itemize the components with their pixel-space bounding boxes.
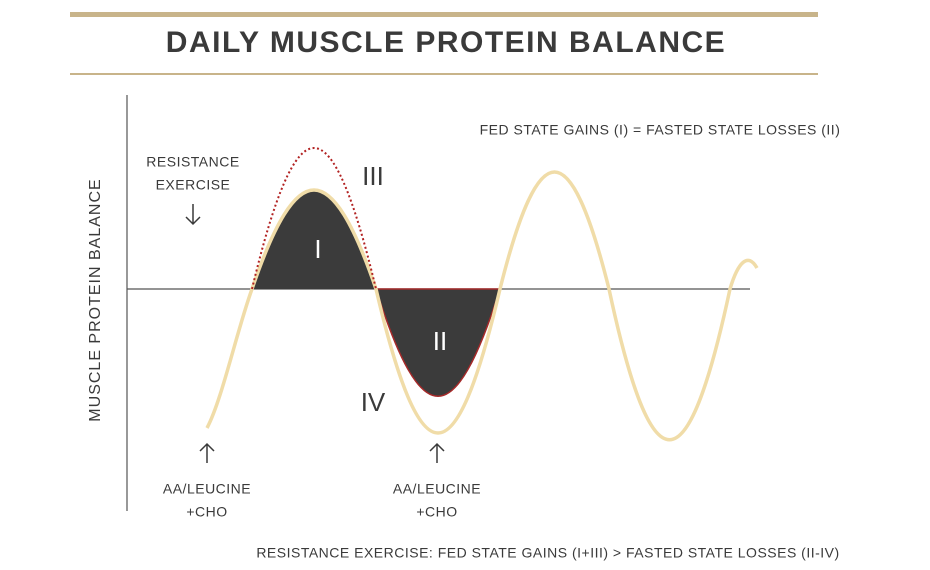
region-i bbox=[252, 190, 376, 289]
region-label: I bbox=[314, 234, 321, 264]
up-arrow bbox=[429, 442, 445, 463]
region-label: IV bbox=[361, 387, 386, 417]
arrows bbox=[185, 204, 445, 463]
exercise-label: RESISTANCE bbox=[146, 154, 239, 170]
region-ii bbox=[374, 288, 502, 397]
down-arrow bbox=[185, 204, 201, 226]
exercise-label: EXERCISE bbox=[156, 177, 231, 193]
top-rule bbox=[70, 12, 818, 17]
title: DAILY MUSCLE PROTEIN BALANCE bbox=[166, 26, 726, 59]
feeding-label: AA/LEUCINE bbox=[393, 481, 481, 497]
region-label: II bbox=[433, 326, 447, 356]
bottom-rule bbox=[70, 73, 818, 75]
feeding-label: +CHO bbox=[186, 504, 227, 520]
equality-note: FED STATE GAINS (I) = FASTED STATE LOSSE… bbox=[480, 122, 841, 138]
up-arrow bbox=[199, 442, 215, 463]
feeding-label: +CHO bbox=[416, 504, 457, 520]
conclusion: RESISTANCE EXERCISE: FED STATE GAINS (I+… bbox=[256, 545, 839, 561]
exercise-curve bbox=[251, 147, 377, 290]
y-axis-label: MUSCLE PROTEIN BALANCE bbox=[87, 178, 104, 421]
region-label: III bbox=[362, 161, 384, 191]
balance-curve bbox=[205, 170, 759, 442]
feeding-label: AA/LEUCINE bbox=[163, 481, 251, 497]
